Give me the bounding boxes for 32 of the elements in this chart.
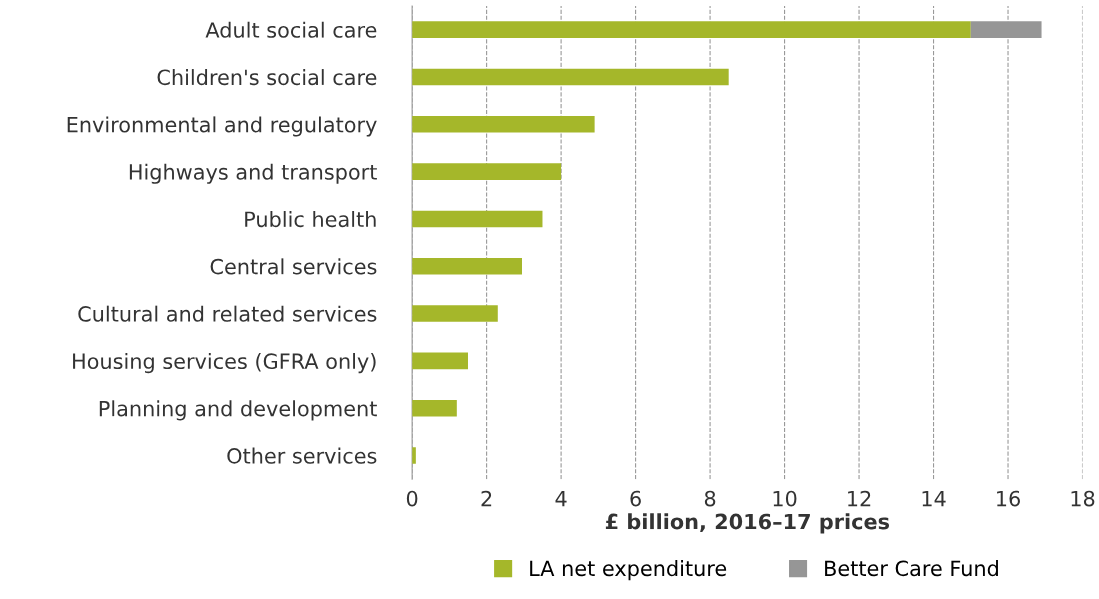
bar xyxy=(412,210,543,228)
bar xyxy=(412,116,595,133)
x-tick-label: 2 xyxy=(481,490,492,507)
x-axis-title: £ billion, 2016–17 prices xyxy=(605,513,890,534)
bar xyxy=(412,305,498,322)
y-tick-label: Children's social care xyxy=(157,69,377,86)
bar xyxy=(412,257,522,275)
bar xyxy=(412,163,562,180)
x-tick-label: 18 xyxy=(1071,490,1095,507)
legend-label: Better Care Fund xyxy=(825,560,998,577)
y-tick-label: Adult social care xyxy=(205,21,377,38)
legend-label: LA net expenditure xyxy=(530,560,727,581)
y-tick-label: Highways and transport xyxy=(129,163,377,184)
y-tick-label: Cultural and related services xyxy=(78,305,377,322)
bar xyxy=(412,399,457,417)
y-tick-label: Other services xyxy=(227,447,377,464)
x-tick-label: 4 xyxy=(555,490,567,507)
x-tick-label: 16 xyxy=(997,490,1020,507)
bar xyxy=(412,68,729,86)
y-tick-label: Public health xyxy=(245,211,376,228)
x-tick-label: 6 xyxy=(630,490,641,507)
y-tick-label: Central services xyxy=(210,258,377,275)
x-tick-label: 8 xyxy=(704,490,716,507)
x-tick-label: 10 xyxy=(773,490,797,507)
y-tick-label: Environmental and regulatory xyxy=(67,116,377,137)
y-tick-label: Housing services (GFRA only) xyxy=(73,352,376,374)
x-tick-label: 14 xyxy=(922,490,946,507)
y-tick-label: Planning and development xyxy=(99,400,377,421)
bar xyxy=(412,21,971,38)
x-tick-label: 0 xyxy=(406,490,418,507)
x-tick-label: 12 xyxy=(848,490,871,507)
bar xyxy=(412,352,468,370)
